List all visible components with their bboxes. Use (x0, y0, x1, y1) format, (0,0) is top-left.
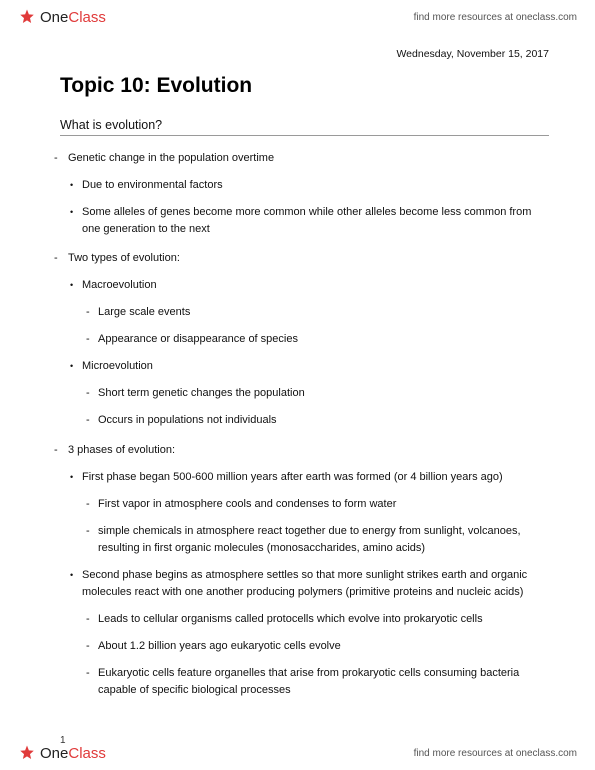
list-item: Short term genetic changes the populatio… (82, 385, 549, 402)
list-item-text: 3 phases of evolution: (68, 444, 175, 456)
list-item-text: First phase began 500-600 million years … (82, 471, 503, 483)
list-item: simple chemicals in atmosphere react tog… (82, 523, 549, 557)
list-item-text: Some alleles of genes become more common… (82, 206, 531, 235)
list-item-text: Due to environmental factors (82, 179, 223, 191)
list-item-text: Large scale events (98, 306, 190, 318)
list-item-text: Microevolution (82, 360, 153, 372)
list-item: First vapor in atmosphere cools and cond… (82, 496, 549, 513)
brand[interactable]: OneClass (18, 8, 106, 26)
list-item: Macroevolution Large scale events Appear… (68, 277, 549, 348)
outline-list: Genetic change in the population overtim… (60, 150, 549, 699)
list-item-text: Occurs in populations not individuals (98, 414, 277, 426)
list-item-text: Leads to cellular organisms called proto… (98, 613, 483, 625)
section-divider (60, 135, 549, 136)
list-item: Occurs in populations not individuals (82, 412, 549, 429)
brand-logo-icon (18, 744, 36, 762)
list-item: First phase began 500-600 million years … (68, 469, 549, 557)
list-item: Genetic change in the population overtim… (60, 150, 549, 238)
list-item: About 1.2 billion years ago eukaryotic c… (82, 638, 549, 655)
list-item-text: Two types of evolution: (68, 252, 180, 264)
brand[interactable]: OneClass (18, 744, 106, 762)
list-item: Microevolution Short term genetic change… (68, 358, 549, 429)
list-item-text: simple chemicals in atmosphere react tog… (98, 525, 521, 554)
list-item-text: Short term genetic changes the populatio… (98, 387, 305, 399)
list-item-text: Genetic change in the population overtim… (68, 152, 274, 164)
list-item-text: First vapor in atmosphere cools and cond… (98, 498, 396, 510)
list-item: Some alleles of genes become more common… (68, 204, 549, 238)
footer-resources-link[interactable]: find more resources at oneclass.com (414, 748, 577, 759)
section-heading: What is evolution? (60, 118, 549, 132)
footer-bar: OneClass find more resources at oneclass… (0, 736, 595, 770)
list-item-text: Second phase begins as atmosphere settle… (82, 569, 527, 598)
list-item-text: About 1.2 billion years ago eukaryotic c… (98, 640, 341, 652)
list-item: 3 phases of evolution: First phase began… (60, 442, 549, 700)
header-resources-link[interactable]: find more resources at oneclass.com (414, 12, 577, 23)
list-item: Due to environmental factors (68, 177, 549, 194)
header-bar: OneClass find more resources at oneclass… (0, 0, 595, 34)
brand-logo-icon (18, 8, 36, 26)
list-item: Appearance or disappearance of species (82, 331, 549, 348)
brand-text: OneClass (40, 745, 106, 762)
brand-text: OneClass (40, 9, 106, 26)
list-item: Eukaryotic cells feature organelles that… (82, 665, 549, 699)
list-item: Two types of evolution: Macroevolution L… (60, 250, 549, 429)
document-date: Wednesday, November 15, 2017 (60, 48, 549, 60)
list-item: Large scale events (82, 304, 549, 321)
list-item-text: Eukaryotic cells feature organelles that… (98, 667, 519, 696)
list-item: Leads to cellular organisms called proto… (82, 611, 549, 628)
list-item: Second phase begins as atmosphere settle… (68, 567, 549, 699)
page-content: Wednesday, November 15, 2017 Topic 10: E… (60, 48, 549, 722)
list-item-text: Appearance or disappearance of species (98, 333, 298, 345)
list-item-text: Macroevolution (82, 279, 157, 291)
page-title: Topic 10: Evolution (60, 74, 549, 98)
